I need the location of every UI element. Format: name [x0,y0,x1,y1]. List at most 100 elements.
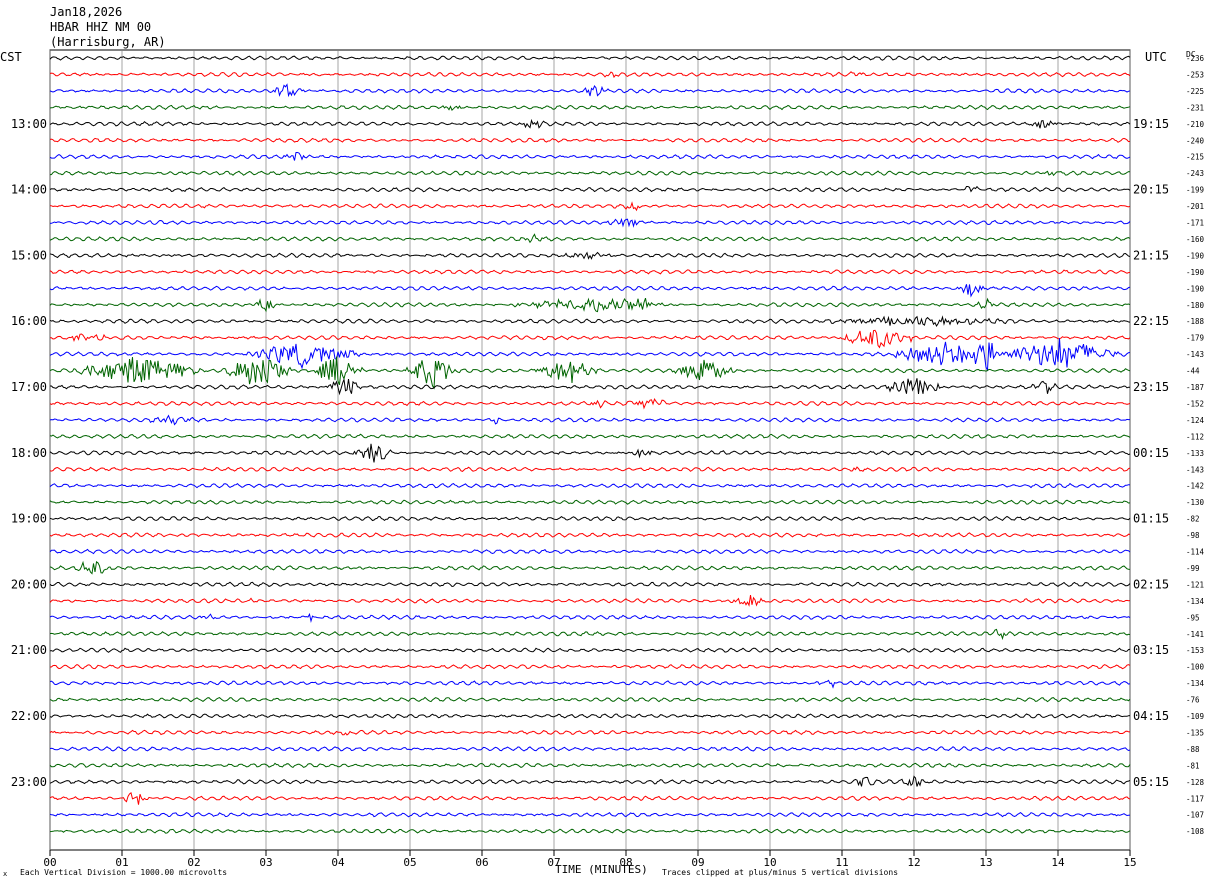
dc-offset-label: -135 [1186,728,1204,737]
dc-offset-label: -81 [1186,761,1200,770]
seismic-trace [49,118,1131,129]
dc-offset-label: -152 [1186,399,1204,408]
seismic-trace [49,792,1131,805]
header-station: HBAR HHZ NM 00 [50,20,152,34]
header-location: (Harrisburg, AR) [50,35,166,49]
left-hour-label: 20:00 [11,577,47,591]
x-tick-label: 09 [691,856,704,869]
seismic-trace [49,170,1131,177]
dc-offset-label: -231 [1186,103,1204,112]
right-hour-label: 05:15 [1133,775,1169,789]
seismic-trace [49,548,1131,555]
axis-labels: 00 01 02 03 04 05 06 07 08 09 10 11 12 13 14 15 -236 -253… [11,54,1205,869]
dc-offset-label: -108 [1186,827,1205,836]
dc-offset-label: -201 [1186,202,1204,211]
x-tick-label: 08 [619,856,632,869]
dc-offset-label: -98 [1186,531,1200,540]
x-tick-label: 05 [403,856,416,869]
dc-offset-label: -44 [1186,367,1200,376]
seismic-trace [49,466,1131,472]
seismic-trace [50,329,1131,349]
seismic-trace [49,664,1131,670]
dc-offset-label: -117 [1186,794,1204,803]
x-tick-label: 03 [259,856,272,869]
seismic-trace [49,775,1131,787]
seismic-trace [49,152,1131,161]
dc-offset-label: -190 [1186,268,1205,277]
dc-offset-label: -215 [1186,153,1204,162]
dc-offset-label: -190 [1186,251,1205,260]
dc-offset-label: -210 [1186,120,1205,129]
dc-offset-label: -141 [1186,630,1204,639]
dc-offset-label: -124 [1186,416,1205,425]
right-hour-label: 01:15 [1133,512,1169,526]
seismic-trace [49,338,1131,372]
seismic-trace [49,356,1131,390]
seismic-trace [49,612,1131,623]
scale-note: Each Vertical Division = 1000.00 microvo… [20,868,228,877]
header-date: Jan18,2026 [50,5,123,19]
seismic-trace [50,378,1130,396]
dc-offset-label: -143 [1186,465,1204,474]
x-tick-label: 14 [1051,856,1065,869]
dc-offset-label: -100 [1186,663,1205,672]
dc-offset-label: -107 [1186,811,1204,820]
seismic-trace [49,679,1131,689]
left-hour-label: 23:00 [11,775,47,789]
dc-offset-label: -190 [1186,284,1205,293]
right-hour-label: 20:15 [1133,183,1169,197]
trace-group [49,55,1131,834]
seismic-trace [49,55,1131,61]
dc-offset-label: -179 [1186,334,1204,343]
seismic-trace [49,233,1131,244]
dc-offset-label: -121 [1186,580,1204,589]
dc-offset-label: -130 [1186,498,1205,507]
clip-note: Traces clipped at plus/minus 5 vertical … [662,868,899,877]
left-hour-label: 17:00 [11,380,47,394]
right-hour-label: 03:15 [1133,643,1169,657]
dc-offset-label: -171 [1186,219,1204,228]
dc-offset-label: -225 [1186,87,1204,96]
right-hour-label: 02:15 [1133,577,1169,591]
dc-offset-label: -153 [1186,646,1204,655]
seismic-trace [49,482,1131,489]
seismic-trace [49,515,1131,522]
seismic-trace [49,729,1131,736]
right-hour-label: 22:15 [1133,314,1169,328]
dc-offset-label: -133 [1186,449,1204,458]
seismic-trace [49,628,1131,641]
seismic-trace [49,762,1131,769]
right-hour-label: 19:15 [1133,117,1169,131]
seismic-trace [49,532,1131,538]
seismic-trace [49,443,1131,463]
left-hour-label: 21:00 [11,643,47,657]
x-tick-label: 07 [547,856,560,869]
dc-offset-label: -76 [1186,696,1200,705]
right-hour-label: 21:15 [1133,248,1169,262]
left-hour-label: 15:00 [11,248,47,262]
x-axis-title: TIME (MINUTES) [555,863,648,876]
dc-offset-label: -236 [1186,54,1205,63]
dc-offset-label: -142 [1186,482,1204,491]
dc-offset-label: -199 [1186,186,1204,195]
x-tick-label: 13 [979,856,992,869]
x-tick-label: 01 [115,856,128,869]
seismic-trace [49,83,1131,98]
seismic-trace [49,315,1131,328]
left-hour-label: 22:00 [11,709,47,723]
x-tick-label: 00 [43,856,56,869]
right-hour-label: 00:15 [1133,446,1169,460]
dc-offset-label: -143 [1186,350,1204,359]
left-hour-label: 19:00 [11,512,47,526]
seismic-trace [49,713,1131,719]
dc-label: DC [1186,50,1196,59]
seismic-trace [49,595,1131,607]
seismic-trace [49,201,1131,212]
right-hour-label: 04:15 [1133,709,1169,723]
corner-mark: x [3,870,8,878]
seismic-trace [49,581,1131,588]
dc-offset-label: -95 [1186,613,1200,622]
x-tick-label: 12 [907,856,920,869]
seismic-trace [49,433,1131,440]
